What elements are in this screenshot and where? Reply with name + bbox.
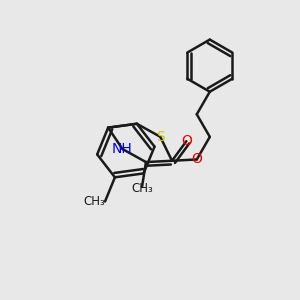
Text: O: O — [191, 152, 202, 167]
Text: O: O — [181, 134, 192, 148]
Text: CH₃: CH₃ — [131, 182, 153, 195]
Text: NH: NH — [112, 142, 133, 156]
Text: S: S — [156, 130, 165, 144]
Text: CH₃: CH₃ — [83, 195, 105, 208]
